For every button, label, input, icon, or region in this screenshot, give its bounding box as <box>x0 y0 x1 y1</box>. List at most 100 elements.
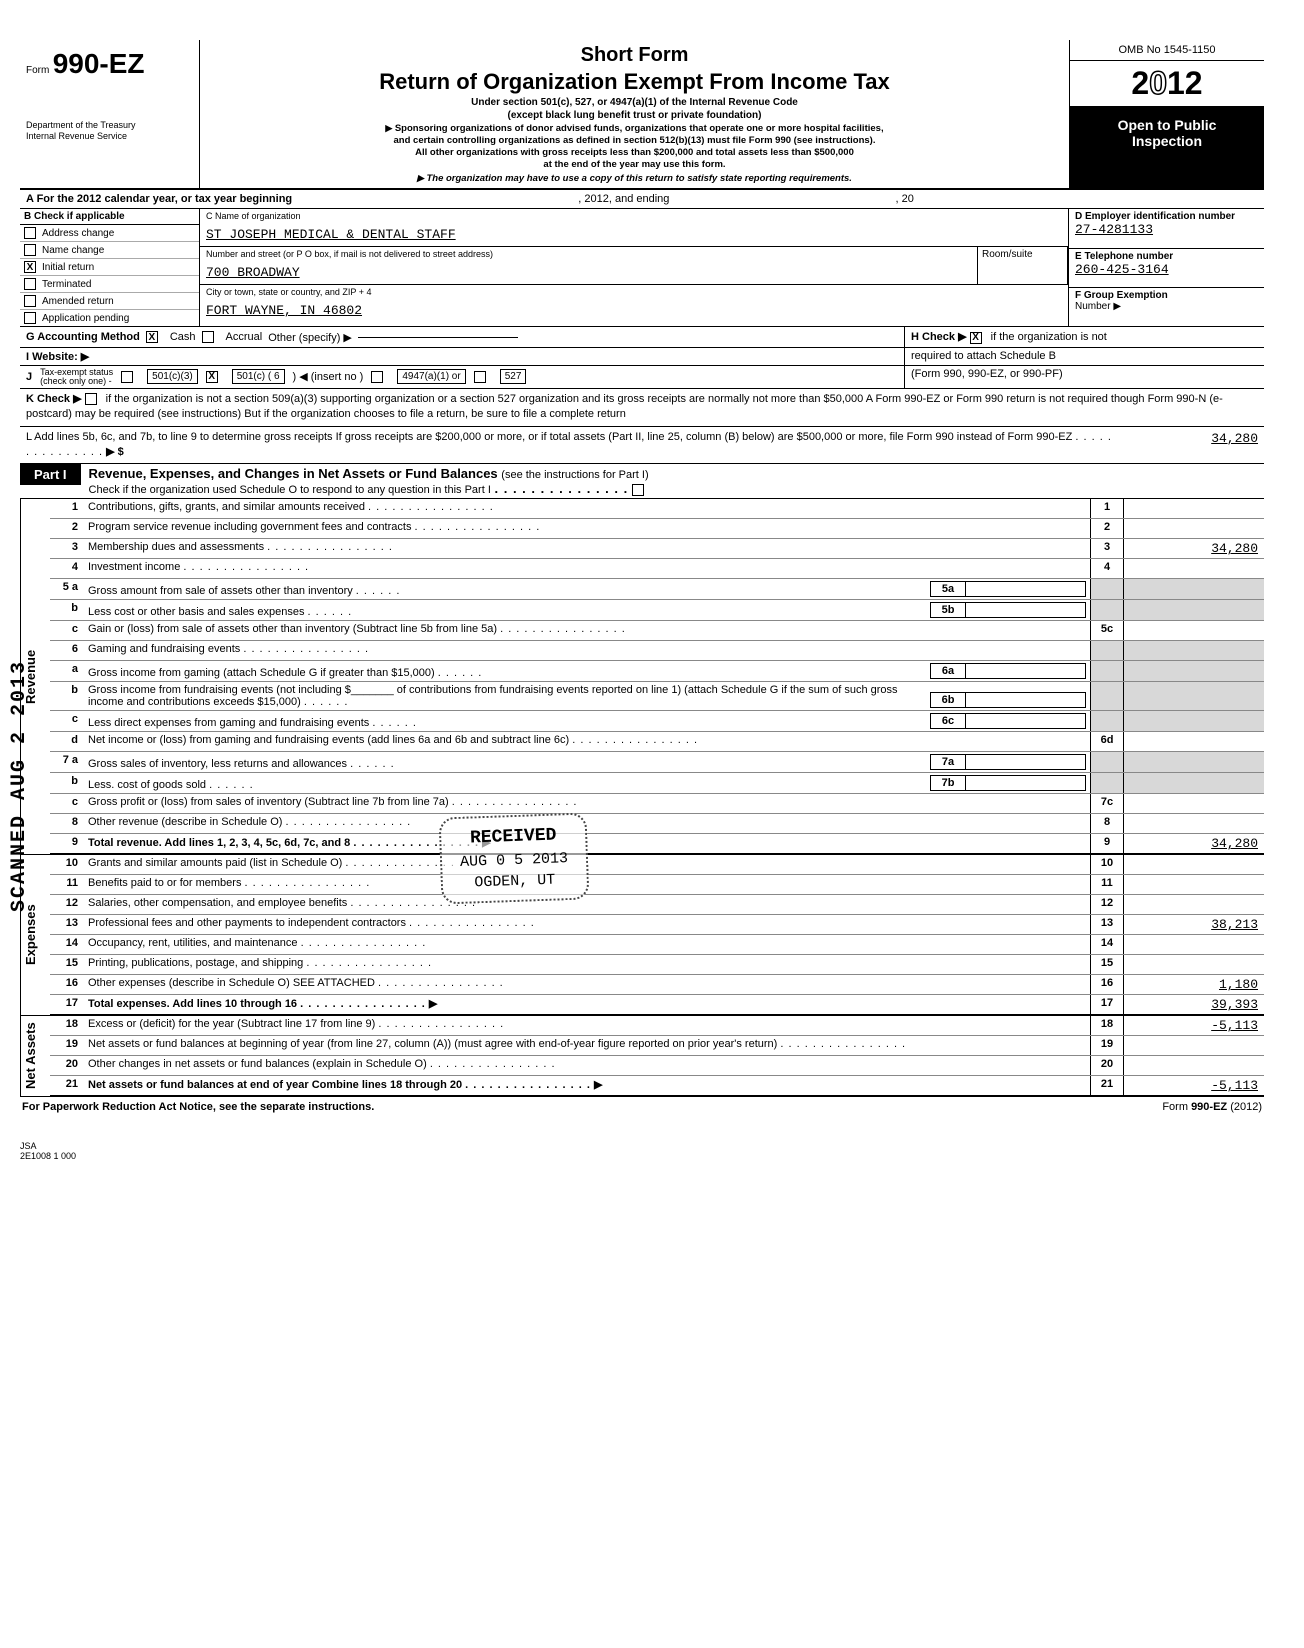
line-number: 4 <box>50 559 84 578</box>
org-name-value: ST JOSEPH MEDICAL & DENTAL STAFF <box>206 227 1062 242</box>
chk-application-pending[interactable]: Application pending <box>20 310 199 326</box>
line-description: Contributions, gifts, grants, and simila… <box>84 499 1090 518</box>
line-description: Other expenses (describe in Schedule O) … <box>84 975 1090 994</box>
chk-4947[interactable] <box>371 371 383 383</box>
revenue-section: Revenue 1Contributions, gifts, grants, a… <box>20 499 1264 855</box>
amount-value: -5,113 <box>1124 1076 1264 1095</box>
line-description: Other changes in net assets or fund bala… <box>84 1056 1090 1075</box>
phone-label: E Telephone number <box>1075 251 1258 262</box>
result-line-number <box>1090 579 1124 599</box>
result-line-number: 9 <box>1090 834 1124 853</box>
schedule-line-a: aGross income from gaming (attach Schedu… <box>50 661 1264 682</box>
form-990ez: Form 990-EZ Department of the Treasury I… <box>20 40 1264 1161</box>
line-description: Gross amount from sale of assets other t… <box>84 579 1090 599</box>
paperwork-notice: For Paperwork Reduction Act Notice, see … <box>22 1101 374 1113</box>
amount-value <box>1124 1036 1264 1055</box>
room-suite: Room/suite <box>978 247 1068 284</box>
line-description: Professional fees and other payments to … <box>84 915 1090 934</box>
chk-501c3[interactable] <box>121 371 133 383</box>
expenses-side-label: Expenses <box>20 855 50 1015</box>
line-number: c <box>50 711 84 731</box>
line-number: 5 a <box>50 579 84 599</box>
inset-amount <box>966 775 1086 791</box>
amount-value: 34,280 <box>1124 834 1264 853</box>
street-label: Number and street (or P O box, if mail i… <box>206 249 971 259</box>
open-to-public: Open to Public Inspection <box>1070 107 1264 188</box>
chk-name-change[interactable]: Name change <box>20 242 199 259</box>
chk-address-change[interactable]: Address change <box>20 225 199 242</box>
line-description: Printing, publications, postage, and shi… <box>84 955 1090 974</box>
chk-amended-return[interactable]: Amended return <box>20 293 199 310</box>
line-description: Total expenses. Add lines 10 through 16 … <box>84 995 1090 1014</box>
result-line-number: 6d <box>1090 732 1124 751</box>
dept-treasury: Department of the Treasury <box>26 120 193 131</box>
row-h-check: H Check ▶ X if the organization is not <box>904 327 1264 347</box>
header-left-cell: Form 990-EZ Department of the Treasury I… <box>20 40 200 188</box>
chk-accrual[interactable] <box>202 331 214 343</box>
line-description: Gross sales of inventory, less returns a… <box>84 752 1090 772</box>
chk-schedule-b[interactable]: X <box>970 332 982 344</box>
form-footer-label: Form 990-EZ (2012) <box>1162 1101 1262 1113</box>
schedule-line-14: 14Occupancy, rent, utilities, and mainte… <box>50 935 1264 955</box>
result-line-number <box>1090 641 1124 660</box>
chk-k[interactable] <box>85 393 97 405</box>
revenue-side-label: Revenue <box>20 499 50 854</box>
inset-line-number: 5a <box>930 581 966 597</box>
line-number: 10 <box>50 855 84 874</box>
line-number: 1 <box>50 499 84 518</box>
schedule-line-16: 16Other expenses (describe in Schedule O… <box>50 975 1264 995</box>
line-description: Benefits paid to or for members . . . . … <box>84 875 1090 894</box>
chk-527[interactable] <box>474 371 486 383</box>
chk-501c[interactable]: X <box>206 371 218 383</box>
schedule-line-19: 19Net assets or fund balances at beginni… <box>50 1036 1264 1056</box>
result-line-number: 19 <box>1090 1036 1124 1055</box>
amount-value <box>1124 794 1264 813</box>
schedule-line-7c: cGross profit or (loss) from sales of in… <box>50 794 1264 814</box>
chk-cash[interactable]: X <box>146 331 158 343</box>
chk-terminated[interactable]: Terminated <box>20 276 199 293</box>
group-exemption-label: F Group Exemption <box>1075 290 1258 301</box>
schedule-line-9: 9Total revenue. Add lines 1, 2, 3, 4, 5c… <box>50 834 1264 854</box>
column-c-org-info: C Name of organization ST JOSEPH MEDICAL… <box>200 209 1069 326</box>
amount-value <box>1124 732 1264 751</box>
inset-amount <box>966 602 1086 618</box>
jsa-code: JSA 2E1008 1 000 <box>20 1141 1264 1161</box>
chk-schedule-o[interactable] <box>632 484 644 496</box>
part1-header: Part I Revenue, Expenses, and Changes in… <box>20 464 1264 499</box>
amount-value <box>1124 935 1264 954</box>
schedule-line-11: 11Benefits paid to or for members . . . … <box>50 875 1264 895</box>
chk-initial-return[interactable]: X Initial return <box>20 259 199 276</box>
amount-value <box>1124 895 1264 914</box>
schedule-line-5 a: 5 aGross amount from sale of assets othe… <box>50 579 1264 600</box>
schedule-line-4: 4Investment income . . . . . . . . . . .… <box>50 559 1264 579</box>
line-number: 7 a <box>50 752 84 772</box>
amount-value <box>1124 579 1264 599</box>
result-line-number: 5c <box>1090 621 1124 640</box>
inset-line-number: 6b <box>930 692 966 708</box>
line-number: c <box>50 621 84 640</box>
schedule-line-8: 8Other revenue (describe in Schedule O) … <box>50 814 1264 834</box>
line-description: Investment income . . . . . . . . . . . … <box>84 559 1090 578</box>
amount-value <box>1124 519 1264 538</box>
amount-value <box>1124 641 1264 660</box>
result-line-number: 8 <box>1090 814 1124 833</box>
tax-year: 2012 <box>1070 61 1264 107</box>
result-line-number: 4 <box>1090 559 1124 578</box>
line-number: d <box>50 732 84 751</box>
amount-value: 34,280 <box>1124 539 1264 558</box>
line-number: 12 <box>50 895 84 914</box>
instr-1: Sponsoring organizations of donor advise… <box>208 123 1061 171</box>
result-line-number: 13 <box>1090 915 1124 934</box>
street-value: 700 BROADWAY <box>206 265 971 280</box>
checkbox-icon <box>24 312 36 324</box>
b-header: B Check if applicable <box>20 209 199 225</box>
amount-value <box>1124 711 1264 731</box>
schedule-line-7 a: 7 aGross sales of inventory, less return… <box>50 752 1264 773</box>
line-number: b <box>50 600 84 620</box>
line-description: Gross income from fundraising events (no… <box>84 682 1090 710</box>
amount-value <box>1124 814 1264 833</box>
schedule-line-b: bLess cost or other basis and sales expe… <box>50 600 1264 621</box>
result-line-number: 12 <box>1090 895 1124 914</box>
inset-line-number: 5b <box>930 602 966 618</box>
line-number: 9 <box>50 834 84 853</box>
